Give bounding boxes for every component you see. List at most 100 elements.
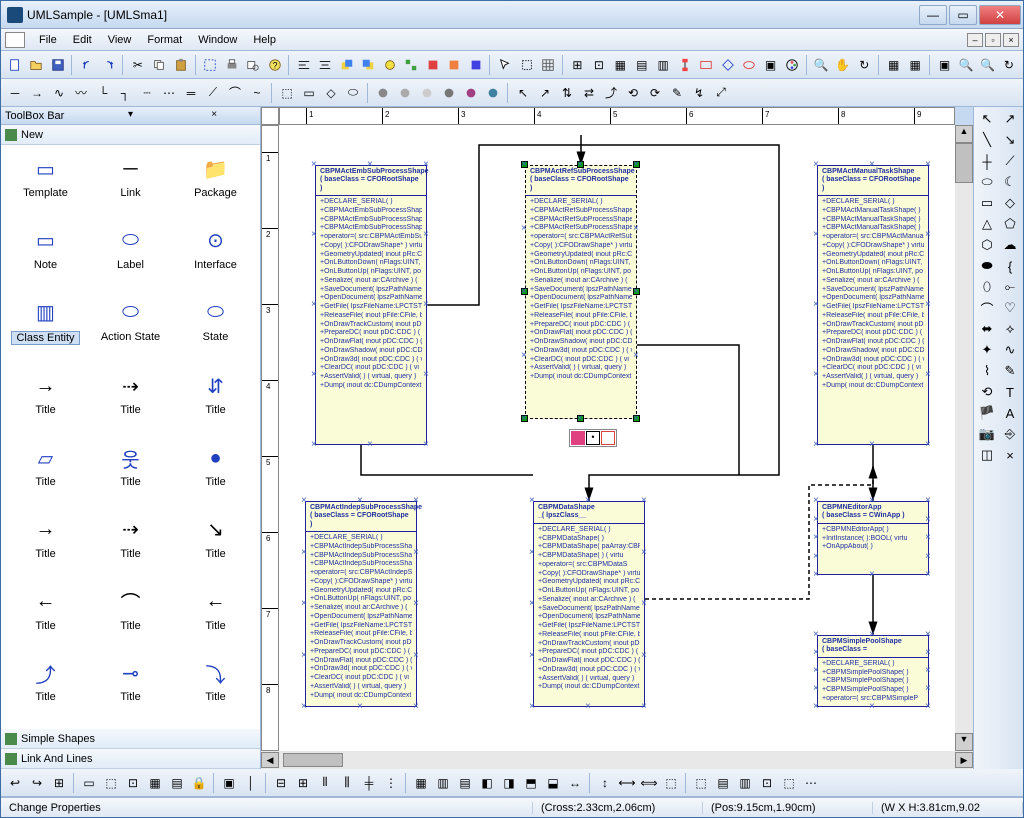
connection-anchor[interactable]: × (413, 652, 421, 660)
connection-anchor[interactable]: × (813, 301, 821, 309)
connection-anchor[interactable]: × (813, 553, 821, 561)
bottom-tb-button-24[interactable]: ↔ (565, 773, 585, 793)
rotate-button[interactable]: ↻ (855, 55, 874, 75)
bottom-tb-button-21[interactable]: ◨ (499, 773, 519, 793)
bottom-tb-button-13[interactable]: ⫴ (315, 773, 335, 793)
toolbox-item[interactable]: ⤵Title (175, 657, 256, 721)
connection-anchor[interactable]: × (529, 497, 537, 505)
connection-anchor[interactable]: × (367, 161, 375, 169)
bottom-tb-button-19[interactable]: ▤ (455, 773, 475, 793)
connection-anchor[interactable]: × (813, 441, 821, 449)
uml-class-box[interactable]: CBPMNEditorApp( baseClass = CWinApp )+CB… (817, 501, 929, 575)
connection-anchor[interactable]: × (413, 600, 421, 608)
shadow2-btn[interactable] (395, 83, 415, 103)
scroll-thumb-v[interactable] (955, 143, 973, 183)
conn-comp1[interactable]: ⬚ (277, 83, 297, 103)
rt-heart-button[interactable]: ♡ (999, 298, 1021, 318)
toolbox-item[interactable]: ▱Title (5, 442, 86, 506)
shadow4-btn[interactable] (439, 83, 459, 103)
connection-anchor[interactable]: × (869, 497, 877, 505)
connection-anchor[interactable]: × (813, 685, 821, 693)
connection-anchor[interactable]: × (521, 352, 529, 360)
refresh-button[interactable]: ↻ (999, 55, 1018, 75)
toolbox-item[interactable]: ⤴Title (5, 657, 86, 721)
bottom-tb-button-1[interactable]: ↪ (27, 773, 47, 793)
rt-pill-button[interactable]: ⬯ (976, 277, 998, 297)
bottom-tb-button-4[interactable]: ⬚ (101, 773, 121, 793)
rt-pentagon-button[interactable]: ⬠ (999, 214, 1021, 234)
open-button[interactable] (26, 55, 45, 75)
connection-anchor[interactable]: × (925, 553, 933, 561)
conn-curve[interactable]: ∿ (49, 83, 69, 103)
bottom-tb-button-5[interactable]: ⊡ (123, 773, 143, 793)
scroll-right[interactable]: ▶ (955, 752, 973, 768)
edit-pt8-btn[interactable]: ✎ (667, 83, 687, 103)
connection-anchor[interactable]: × (813, 497, 821, 505)
connection-anchor[interactable]: × (869, 703, 877, 711)
edit-pt9-btn[interactable]: ↯ (689, 83, 709, 103)
connection-anchor[interactable]: × (641, 549, 649, 557)
connection-anchor[interactable]: × (925, 441, 933, 449)
rt-split-button[interactable]: ◫ (976, 445, 998, 465)
bottom-tb-button-27[interactable]: ⟺ (639, 773, 659, 793)
connection-anchor[interactable]: × (301, 497, 309, 505)
connection-anchor[interactable]: × (641, 703, 649, 711)
toolbox-item[interactable]: ←Title (175, 586, 256, 650)
select-button[interactable] (517, 55, 536, 75)
bottom-tb-button-30[interactable]: ▤ (713, 773, 733, 793)
connection-anchor[interactable]: × (869, 441, 877, 449)
bottom-tb-button-7[interactable]: ▤ (167, 773, 187, 793)
connection-anchor[interactable]: × (925, 301, 933, 309)
toolbox-item[interactable]: ⇵Title (175, 370, 256, 434)
rt-ellipse-button[interactable]: ⬭ (976, 172, 998, 192)
uml-class-box[interactable]: CBPMDataShape_( lpszClass__+DECLARE_SERI… (533, 501, 645, 707)
scroll-up[interactable]: ▲ (955, 125, 973, 143)
connection-anchor[interactable]: × (633, 161, 641, 169)
rt-resize-button[interactable]: ⬌ (976, 319, 998, 339)
connection-anchor[interactable]: × (357, 703, 365, 711)
toolbox-item[interactable]: ↘Title (175, 514, 256, 578)
connection-anchor[interactable]: × (813, 703, 821, 711)
rt-delete-button[interactable]: × (999, 445, 1021, 465)
snap-button[interactable]: ⊞ (568, 55, 587, 75)
scroll-left[interactable]: ◀ (261, 752, 279, 768)
close-button[interactable]: ✕ (979, 5, 1021, 25)
rt-font-button[interactable]: A (999, 403, 1021, 423)
connection-anchor[interactable]: × (925, 516, 933, 524)
connection-anchor[interactable]: × (413, 549, 421, 557)
shape3-button[interactable] (466, 55, 485, 75)
fit-button[interactable]: ▣ (935, 55, 954, 75)
bottom-tb-button-34[interactable]: ⋯ (801, 773, 821, 793)
canvas[interactable]: CBPMActEmbSubProcessShape( baseClass = C… (279, 125, 955, 751)
connection-anchor[interactable]: × (869, 571, 877, 579)
toolbox-section-simple[interactable]: Simple Shapes (1, 729, 260, 749)
connection-anchor[interactable]: × (301, 600, 309, 608)
connection-anchor[interactable]: × (925, 685, 933, 693)
new-button[interactable] (5, 55, 24, 75)
conn-arrow[interactable]: → (27, 83, 47, 103)
conn-dash[interactable]: ┈ (137, 83, 157, 103)
connection-anchor[interactable]: × (423, 301, 431, 309)
connection-anchor[interactable]: × (925, 631, 933, 639)
toolbox-item[interactable]: ⬭State (175, 297, 256, 363)
rt-slash-button[interactable]: ⟋ (999, 151, 1021, 171)
connection-anchor[interactable]: × (529, 652, 537, 660)
conn-comp3[interactable]: ◇ (321, 83, 341, 103)
shadow-btn[interactable] (373, 83, 393, 103)
connection-anchor[interactable]: × (577, 161, 585, 169)
connection-anchor[interactable]: × (311, 441, 319, 449)
edit-pt10-btn[interactable]: ⤢ (711, 83, 731, 103)
connection-anchor[interactable]: × (367, 441, 375, 449)
bottom-tb-button-11[interactable]: ⊟ (271, 773, 291, 793)
connection-anchor[interactable]: × (423, 161, 431, 169)
edit-pt2-btn[interactable]: ↗ (535, 83, 555, 103)
connection-anchor[interactable]: × (925, 497, 933, 505)
bottom-tb-button-33[interactable]: ⬚ (779, 773, 799, 793)
edit-pt4-btn[interactable]: ⇄ (579, 83, 599, 103)
toolbox-item[interactable]: ─Link (90, 153, 171, 217)
uml-class-box[interactable]: CBPMActIndepSubProcessShape( baseClass =… (305, 501, 417, 707)
connection-anchor[interactable]: × (813, 231, 821, 239)
connection-anchor[interactable]: × (423, 231, 431, 239)
rt-cross-button[interactable]: ┼ (976, 151, 998, 171)
toolbox-dropdown[interactable]: ▾ (89, 109, 173, 123)
